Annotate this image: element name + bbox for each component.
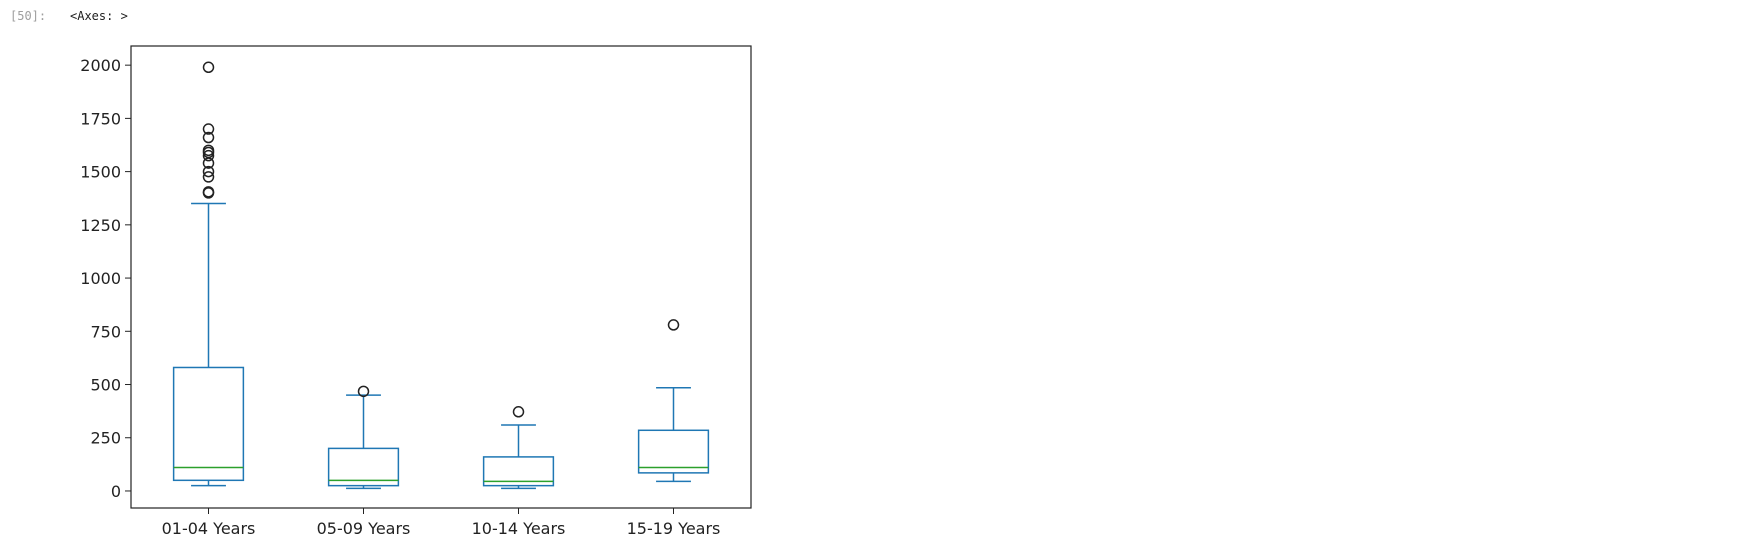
- cell-prompt: [50]:: [10, 9, 47, 23]
- outlier-point: [202, 165, 215, 178]
- outlier-point: [202, 144, 215, 157]
- box: [637, 429, 710, 474]
- y-axis: 0 250 500 750 1000 1250 1500 1750 2000: [80, 56, 131, 501]
- box-group: [482, 406, 555, 490]
- box: [327, 447, 400, 487]
- box-group: [327, 385, 400, 490]
- y-tick-label: 250: [90, 429, 121, 448]
- boxes: [172, 61, 710, 490]
- x-tick-label: 01-04 Years: [162, 519, 256, 538]
- box-group: [637, 319, 710, 483]
- outlier-point: [357, 385, 370, 398]
- box: [172, 366, 245, 482]
- plot-frame: [130, 45, 752, 509]
- outlier-point: [202, 61, 215, 74]
- box-group: [172, 61, 245, 487]
- outlier-point: [202, 171, 215, 183]
- y-tick-label: 500: [90, 376, 121, 395]
- outlier-point: [202, 149, 215, 162]
- y-tick-label: 2000: [80, 56, 121, 75]
- outlier-point: [202, 123, 215, 135]
- box: [482, 456, 555, 487]
- outlier-point: [202, 186, 215, 198]
- y-tick-label: 750: [90, 322, 121, 341]
- cell-output-text: <Axes: >: [70, 9, 128, 23]
- y-tick-label: 1000: [80, 269, 121, 288]
- x-tick-label: 05-09 Years: [317, 519, 411, 538]
- y-tick-label: 1750: [80, 109, 121, 128]
- x-tick-label: 10-14 Years: [472, 519, 566, 538]
- outlier-point: [202, 131, 215, 144]
- x-axis: 01-04 Years 05-09 Years 10-14 Years 15-19 Y…: [162, 508, 721, 538]
- outlier-point: [667, 319, 680, 331]
- x-tick-label: 15-19 Years: [627, 519, 721, 538]
- y-tick-label: 1250: [80, 216, 121, 235]
- outlier-point: [512, 406, 525, 418]
- y-tick-label: 1500: [80, 163, 121, 182]
- y-tick-label: 0: [111, 482, 121, 501]
